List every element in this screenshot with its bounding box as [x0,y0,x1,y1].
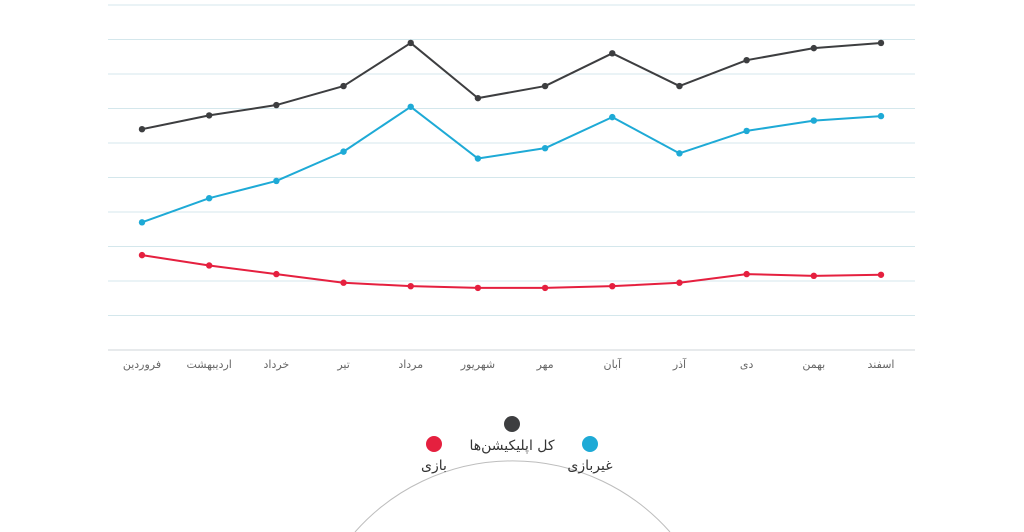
data-point [541,144,549,152]
data-point [743,270,750,278]
data-point [340,82,347,90]
data-point [676,150,683,157]
x-tick-label: اسفند [868,358,895,371]
data-point [205,262,213,269]
data-point [138,219,146,226]
data-point [541,82,549,90]
data-point [609,113,616,121]
data-point [340,148,347,155]
series-lines [141,41,882,289]
legend-marker-non-game [582,436,598,452]
data-point [273,101,280,109]
legend-label-all-apps: کل اپلیکیشن‌ها [469,438,554,454]
legend-marker-all-apps [504,416,520,432]
x-tick-label: فروردین [123,358,161,371]
x-tick-labels: فروردین اردیبهشت خرداد تیر مرداد شهریور مهر آبا… [123,357,895,371]
data-point [877,271,885,278]
x-tick-label: خرداد [263,358,289,371]
legend-marker-game [426,436,442,452]
legend-label-non-game: غیربازی [567,458,612,474]
x-tick-label: شهریور [460,358,495,371]
data-point [743,57,750,64]
data-point [609,282,616,290]
data-point [676,279,683,286]
data-point [474,284,482,292]
data-point [138,126,146,133]
data-point [407,282,414,290]
x-tick-label: بهمن [802,358,825,371]
gridlines [108,4,915,316]
data-point [273,177,280,185]
series-line [141,254,882,289]
x-tick-label: مرداد [398,358,423,371]
legend-arc [354,460,671,532]
data-point [340,279,347,286]
data-point [810,117,818,124]
data-point [407,39,414,47]
x-tick-label: دی [740,358,754,371]
data-point [138,251,146,259]
data-point [205,112,213,119]
x-tick-label: آذر [672,357,687,371]
x-tick-label: مهر [536,358,554,371]
series-points [138,39,885,292]
data-point [676,82,683,90]
legend-label-game: بازی [421,458,447,474]
data-point [810,44,818,52]
series-line [141,105,882,224]
data-point [541,284,549,292]
data-point [273,270,280,278]
data-point [877,39,885,47]
data-point [205,195,213,202]
data-point [810,272,818,280]
data-point [609,50,616,57]
data-point [407,103,414,110]
series-line [141,41,882,131]
x-tick-label: تیر [336,358,349,371]
data-point [743,127,750,135]
x-tick-label: اردیبهشت [187,358,232,371]
data-point [474,94,482,102]
data-point [474,155,482,162]
data-point [877,112,885,120]
x-tick-label: آبان [603,357,621,371]
